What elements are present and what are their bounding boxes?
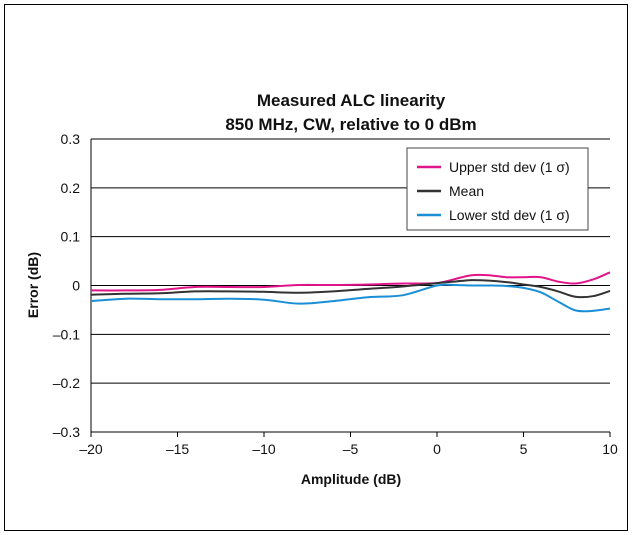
data-series <box>90 271 611 313</box>
upper-std-dev-line <box>90 271 611 292</box>
x-tick-label: –5 <box>343 441 359 457</box>
axes <box>90 139 611 437</box>
chart-frame <box>4 4 628 531</box>
legend-box <box>406 147 589 231</box>
legend-entry-mean: Mean <box>417 183 484 199</box>
y-tick-label: –0.2 <box>53 375 80 391</box>
y-tick-label: –0.3 <box>53 424 80 440</box>
lower-std-dev-line <box>90 283 611 313</box>
y-tick-label: 0.3 <box>61 131 81 147</box>
x-tick-label: –15 <box>166 441 190 457</box>
y-tick-label: 0.1 <box>61 229 81 245</box>
y-tick-labels: 0.3 0.2 0.1 0 –0.1 –0.2 –0.3 <box>53 131 80 440</box>
legend-label: Upper std dev (1 σ) <box>449 159 570 175</box>
x-tick-labels: –20 –15 –10 –5 0 5 10 <box>79 441 618 457</box>
y-tick-label: 0.2 <box>61 180 81 196</box>
legend-label: Mean <box>449 183 484 199</box>
legend-label: Lower std dev (1 σ) <box>449 207 570 223</box>
x-tick-label: –10 <box>252 441 276 457</box>
legend-entry-upper-std-dev: Upper std dev (1 σ) <box>417 159 570 175</box>
x-tick-label: 0 <box>433 441 441 457</box>
chart-title-line-1: Measured ALC linearity <box>257 91 446 110</box>
legend-entry-lower-std-dev: Lower std dev (1 σ) <box>417 207 570 223</box>
legend: Upper std dev (1 σ) Mean Lower std dev (1 … <box>406 147 589 231</box>
x-tick-label: 5 <box>520 441 528 457</box>
chart-title: Measured ALC linearity 850 MHz, CW, rela… <box>225 91 476 134</box>
x-axis-label: Amplitude (dB) <box>301 471 401 487</box>
x-tick-label: 10 <box>602 441 618 457</box>
chart-title-line-2: 850 MHz, CW, relative to 0 dBm <box>225 115 476 134</box>
mean-line <box>90 279 611 299</box>
x-tick-label: –20 <box>79 441 103 457</box>
y-tick-label: 0 <box>72 278 80 294</box>
y-axis-label: Error (dB) <box>25 252 41 318</box>
y-tick-label: –0.1 <box>53 326 80 342</box>
